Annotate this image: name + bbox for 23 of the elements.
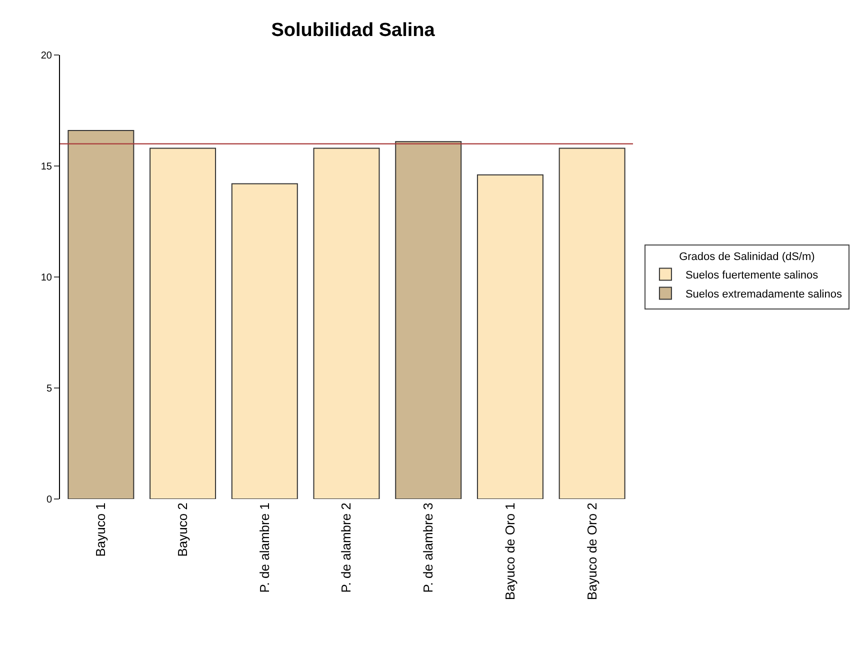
y-tick-label: 20 xyxy=(40,50,52,62)
bar xyxy=(558,148,626,499)
x-tick-label: P. de alambre 2 xyxy=(338,502,354,593)
bar xyxy=(313,148,380,499)
legend-label: Suelos extremadamente salinos xyxy=(685,288,842,301)
chart-title: Solubilidad Salina xyxy=(271,20,436,42)
x-tick-label: Bayuco 2 xyxy=(175,502,190,557)
x-tick-label: P. de alambre 3 xyxy=(420,502,436,593)
y-tick-label: 0 xyxy=(46,494,52,506)
bar xyxy=(150,148,216,499)
x-tick-label: Bayuco 1 xyxy=(93,502,108,557)
x-tick-label: P. de alambre 1 xyxy=(256,502,272,593)
bar xyxy=(395,141,462,499)
bar xyxy=(476,174,544,499)
x-tick-label: Bayuco de Oro 1 xyxy=(502,502,518,600)
bar xyxy=(231,183,298,499)
bar xyxy=(68,130,134,499)
legend-label: Suelos fuertemente salinos xyxy=(685,270,819,282)
legend-title: Grados de Salinidad (dS/m) xyxy=(679,250,815,263)
y-tick-label: 10 xyxy=(40,272,52,284)
y-tick-label: 5 xyxy=(46,384,52,394)
x-tick-label: Bayuco de Oro 2 xyxy=(584,502,600,600)
y-tick-label: 15 xyxy=(40,162,52,172)
